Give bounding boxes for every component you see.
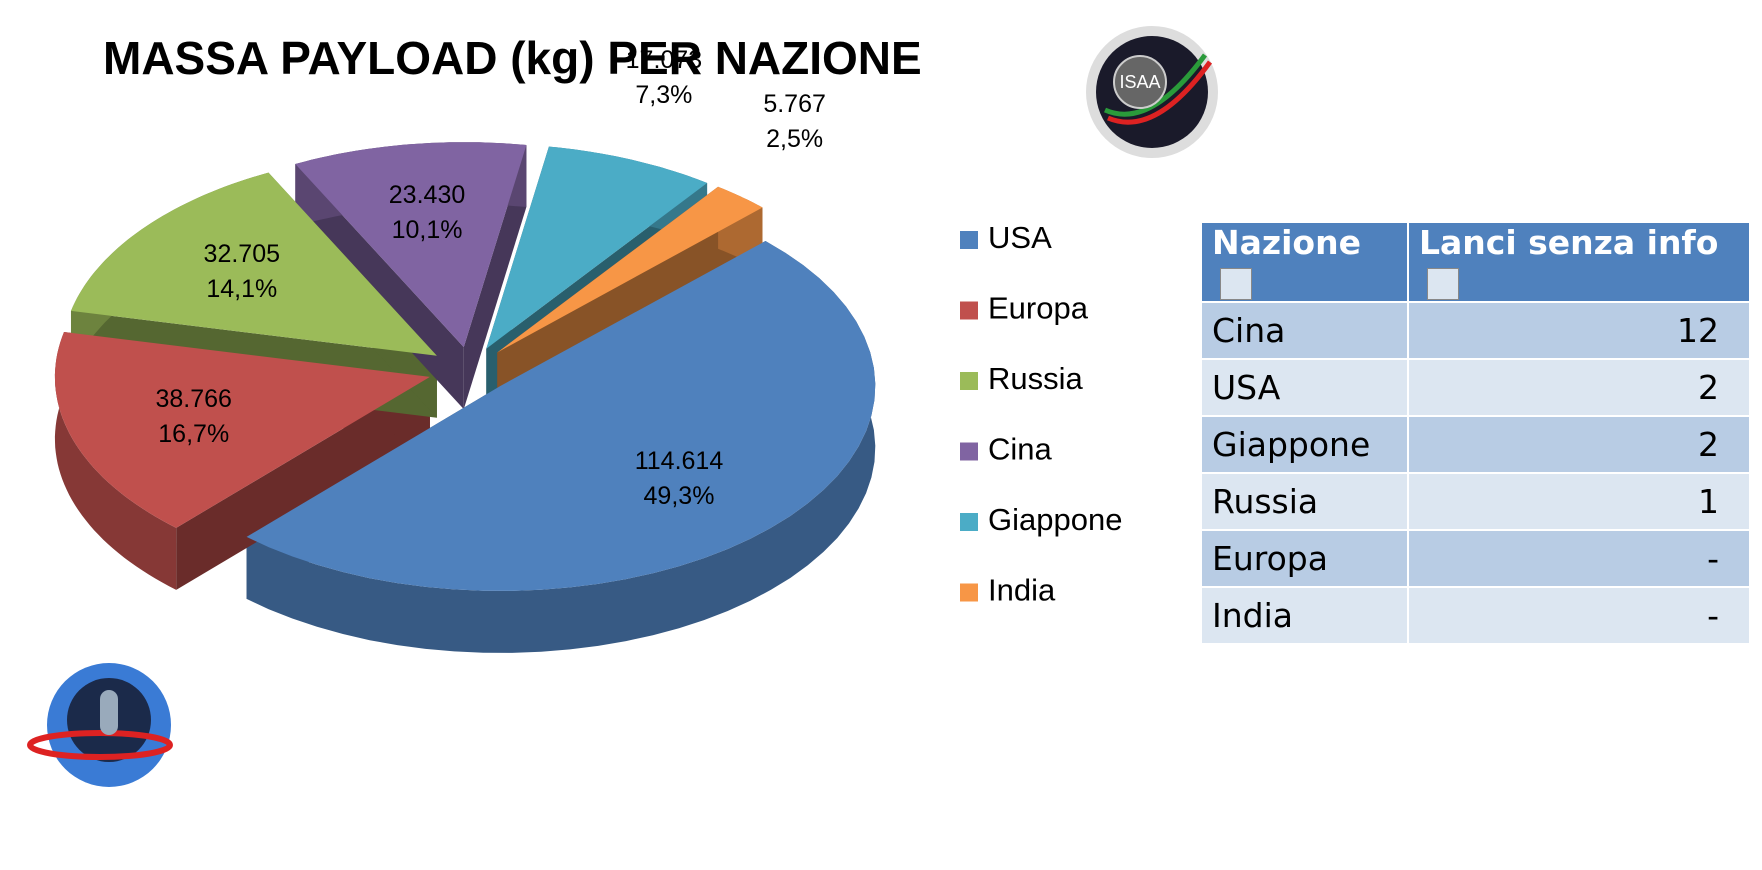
pie-slice: [246, 241, 876, 591]
table-row: Cina 12: [1200, 301, 1751, 360]
header-cell: Nazione: [1200, 221, 1409, 303]
legend-swatch: [960, 583, 978, 602]
sort-button[interactable]: [1427, 267, 1459, 300]
legend-label: USA: [988, 220, 1052, 255]
table-cell: Europa: [1200, 529, 1409, 588]
table-cell: 2: [1407, 415, 1751, 474]
data-label: 114.614: [635, 447, 724, 475]
logo-text: ISAA: [1119, 72, 1160, 92]
data-label: 10,1%: [392, 216, 463, 244]
table-row: Giappone 2: [1200, 415, 1751, 474]
isaa-logo: ISAA: [1086, 26, 1218, 158]
header-text: Lanci senza info: [1419, 223, 1719, 262]
table-cell: Cina: [1200, 301, 1409, 360]
legend-swatch: [960, 372, 978, 390]
table-row: Europa -: [1200, 529, 1751, 588]
legend-label: Giappone: [988, 502, 1122, 537]
logo-center: [1113, 55, 1167, 109]
data-label: 32.705: [204, 240, 280, 268]
pie-slice: [486, 146, 708, 349]
data-label: 14,1%: [206, 275, 277, 303]
radio-logo: [27, 663, 173, 787]
table-cell: USA: [1200, 358, 1409, 417]
header-cell: Lanci senza info: [1407, 221, 1751, 303]
filter-button[interactable]: [1220, 267, 1252, 300]
table-cell: 2: [1407, 358, 1751, 417]
logo-orbit: [27, 730, 173, 760]
table-cell: 1: [1407, 472, 1751, 531]
data-label: 5.767: [763, 90, 826, 118]
header-text: Nazione: [1212, 223, 1361, 262]
legend-swatch: [960, 442, 978, 461]
pie-slice: [497, 186, 763, 353]
data-label: 38.766: [155, 385, 231, 413]
logo-mic: [100, 690, 118, 735]
data-label: 16,7%: [158, 420, 229, 448]
table-cell: -: [1407, 586, 1751, 645]
legend-swatch: [960, 231, 978, 249]
table-cell: 12: [1407, 301, 1751, 360]
pie-slice: [54, 332, 430, 528]
data-label: 23.430: [389, 181, 465, 209]
table-row: USA 2: [1200, 358, 1751, 417]
logo-swoosh: [1103, 53, 1208, 117]
table-cell: -: [1407, 529, 1751, 588]
data-label: 49,3%: [644, 482, 715, 510]
pie-slice: [71, 172, 437, 356]
legend-swatch: [960, 301, 978, 320]
legend-label: Europa: [988, 291, 1089, 326]
legend-label: Russia: [988, 361, 1084, 396]
table-cell: India: [1200, 586, 1409, 645]
logo-swoosh: [1107, 60, 1213, 125]
table-row: India -: [1200, 586, 1751, 645]
slice-wall: [463, 145, 527, 410]
table-header: Nazione Lanci senza info: [1200, 221, 1751, 303]
legend-label: India: [988, 573, 1056, 608]
slice-side: [54, 332, 177, 590]
table-row: Russia 1: [1200, 472, 1751, 531]
chart-title: MASSA PAYLOAD (kg) PER NAZIONE: [103, 32, 922, 84]
data-label: 2,5%: [766, 125, 823, 153]
legend-label: Cina: [988, 432, 1053, 467]
legend-swatch: [960, 513, 978, 531]
data-label: 7,3%: [635, 81, 692, 109]
table-cell: Russia: [1200, 472, 1409, 531]
table: Nazione Lanci senza info Cina 12 USA 2 Giapp…: [1200, 221, 1751, 645]
data-label: 17.073: [626, 46, 702, 74]
table-cell: Giappone: [1200, 415, 1409, 474]
pie-slice: [295, 142, 527, 348]
